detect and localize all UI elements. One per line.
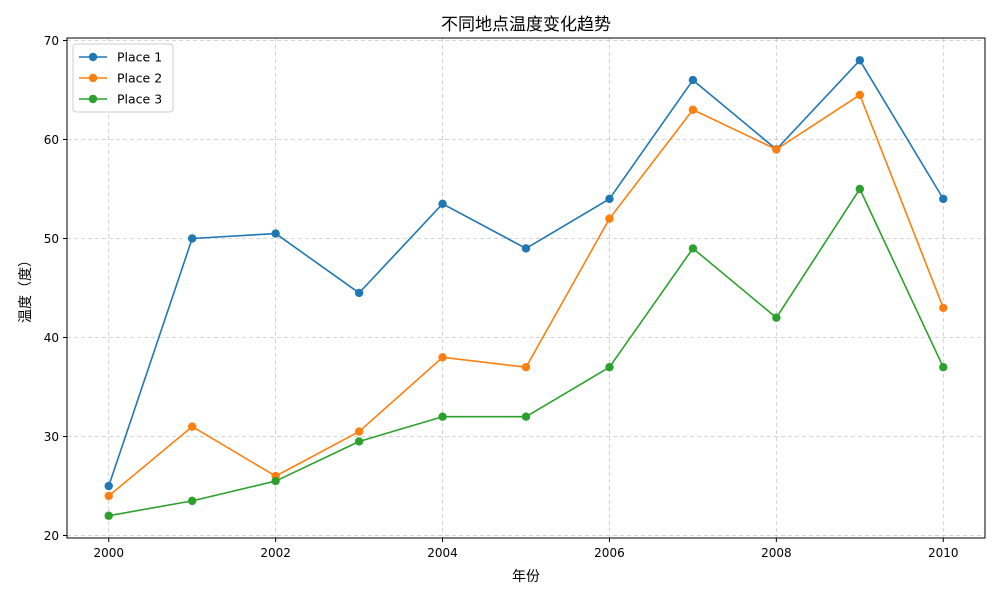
x-tick-label: 2010	[928, 546, 959, 560]
data-point	[104, 491, 113, 501]
data-point	[354, 288, 364, 298]
legend-label: Place 3	[117, 92, 162, 107]
data-point	[688, 244, 698, 253]
y-tick-label: 50	[44, 232, 59, 246]
y-axis-ticks: 20 30 40 50 60 70	[44, 34, 67, 543]
data-point	[772, 145, 781, 154]
data-point	[354, 427, 364, 436]
x-tick-label: 2000	[93, 546, 124, 560]
data-point	[605, 363, 614, 372]
data-point	[438, 412, 447, 421]
legend-box	[72, 43, 174, 113]
data-point	[187, 234, 197, 243]
data-point	[855, 56, 865, 65]
y-tick-label: 70	[44, 34, 59, 48]
x-tick-label: 2004	[427, 546, 458, 560]
data-point	[187, 496, 197, 506]
x-axis-label: 年份	[512, 569, 540, 585]
data-point	[605, 214, 614, 223]
data-point	[855, 184, 865, 194]
legend: Place 1 Place 2 Place 3	[72, 43, 174, 113]
y-axis-label: 温度（度）	[18, 253, 34, 323]
chart-title: 不同地点温度变化趋势	[441, 15, 611, 35]
legend-label: Place 2	[117, 71, 162, 86]
data-point	[939, 363, 948, 372]
data-point	[605, 194, 614, 204]
data-point	[939, 303, 948, 313]
data-point	[438, 353, 447, 362]
data-point	[521, 412, 531, 421]
legend-marker	[88, 52, 98, 62]
y-tick-label: 30	[44, 430, 59, 444]
data-point	[271, 476, 280, 486]
data-point	[104, 481, 113, 491]
y-tick-label: 20	[44, 529, 59, 543]
data-point	[688, 75, 698, 85]
x-axis-ticks: 2000 2002 2004 2006 2008 2010	[93, 538, 959, 560]
data-point	[271, 229, 280, 238]
data-point	[104, 511, 113, 520]
series-place-3	[104, 184, 948, 520]
series-place-2	[104, 90, 948, 501]
legend-marker	[88, 94, 98, 104]
data-point	[354, 437, 364, 446]
legend-label: Place 1	[117, 50, 162, 65]
y-tick-label: 40	[44, 331, 59, 345]
legend-marker	[88, 73, 98, 83]
grid	[67, 38, 985, 538]
x-tick-label: 2002	[260, 546, 291, 560]
data-point	[187, 422, 197, 431]
y-tick-label: 60	[44, 133, 59, 147]
data-point	[855, 90, 865, 100]
data-point	[521, 363, 531, 372]
series-layer	[104, 56, 948, 520]
data-point	[772, 313, 781, 322]
data-point	[438, 199, 447, 209]
plot-frame	[66, 37, 986, 539]
data-point	[688, 105, 698, 114]
x-tick-label: 2008	[761, 546, 792, 560]
data-point	[521, 244, 531, 253]
data-point	[939, 194, 948, 204]
x-tick-label: 2006	[594, 546, 625, 560]
